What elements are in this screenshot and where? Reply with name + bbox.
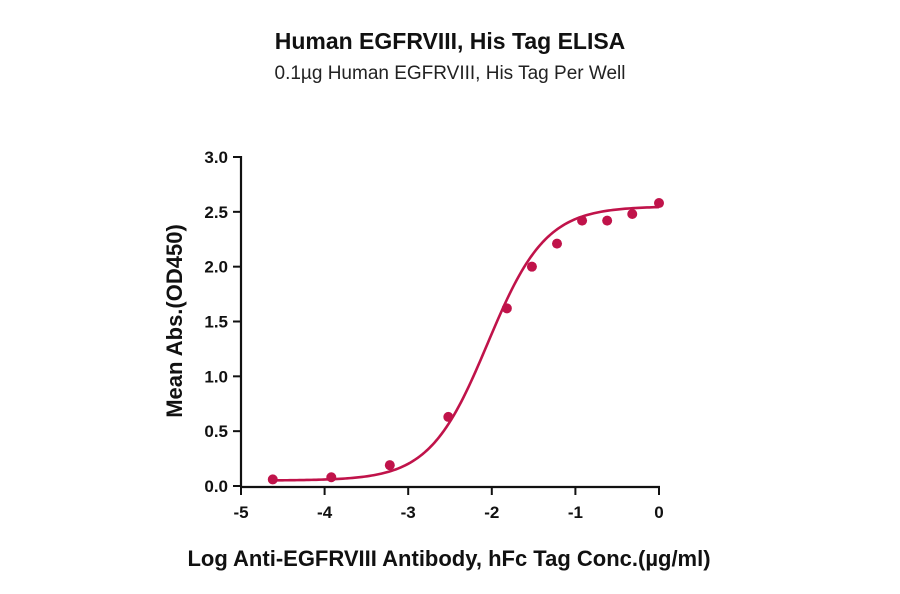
fit-curve — [272, 205, 660, 482]
y-tick-label: 2.0 — [204, 258, 228, 277]
axes: 0.0 0.5 1.0 1.5 2.0 2.5 3.0 -5 -4 -3 -2 -1 0 — [204, 148, 663, 522]
data-point — [443, 411, 454, 422]
y-tick-label: 1.0 — [204, 367, 228, 386]
y-tick-label: 0.0 — [204, 477, 228, 496]
chart-title: Human EGFRVIII, His Tag ELISA — [274, 28, 626, 54]
y-tick-label: 0.5 — [204, 422, 228, 441]
x-tick-label: -4 — [317, 503, 333, 522]
data-point — [602, 215, 613, 226]
y-tick-label: 1.5 — [204, 313, 228, 332]
data-point — [654, 198, 664, 209]
fit-curve-layer — [272, 205, 660, 482]
x-axis-title: Log Anti-EGFRVIII Antibody, hFc Tag Conc… — [187, 546, 710, 571]
chart-subtitle: 0.1µg Human EGFRVIII, His Tag Per Well — [274, 63, 626, 84]
data-point — [267, 474, 278, 485]
x-tick-label: -2 — [484, 503, 499, 522]
x-tick-label: -5 — [233, 503, 248, 522]
y-axis-title: Mean Abs.(OD450) — [162, 224, 187, 418]
data-point — [577, 215, 588, 226]
x-tick-label: -1 — [568, 503, 583, 522]
data-point — [552, 238, 563, 249]
y-tick-label: 3.0 — [204, 148, 228, 167]
data-point — [526, 261, 537, 272]
data-point — [627, 209, 638, 220]
data-point — [501, 303, 512, 314]
data-point — [384, 460, 395, 471]
x-tick-label: -3 — [401, 503, 416, 522]
data-point — [326, 472, 337, 483]
data-points-layer — [267, 198, 664, 485]
y-tick-label: 2.5 — [204, 203, 228, 222]
x-tick-label: 0 — [654, 503, 663, 522]
